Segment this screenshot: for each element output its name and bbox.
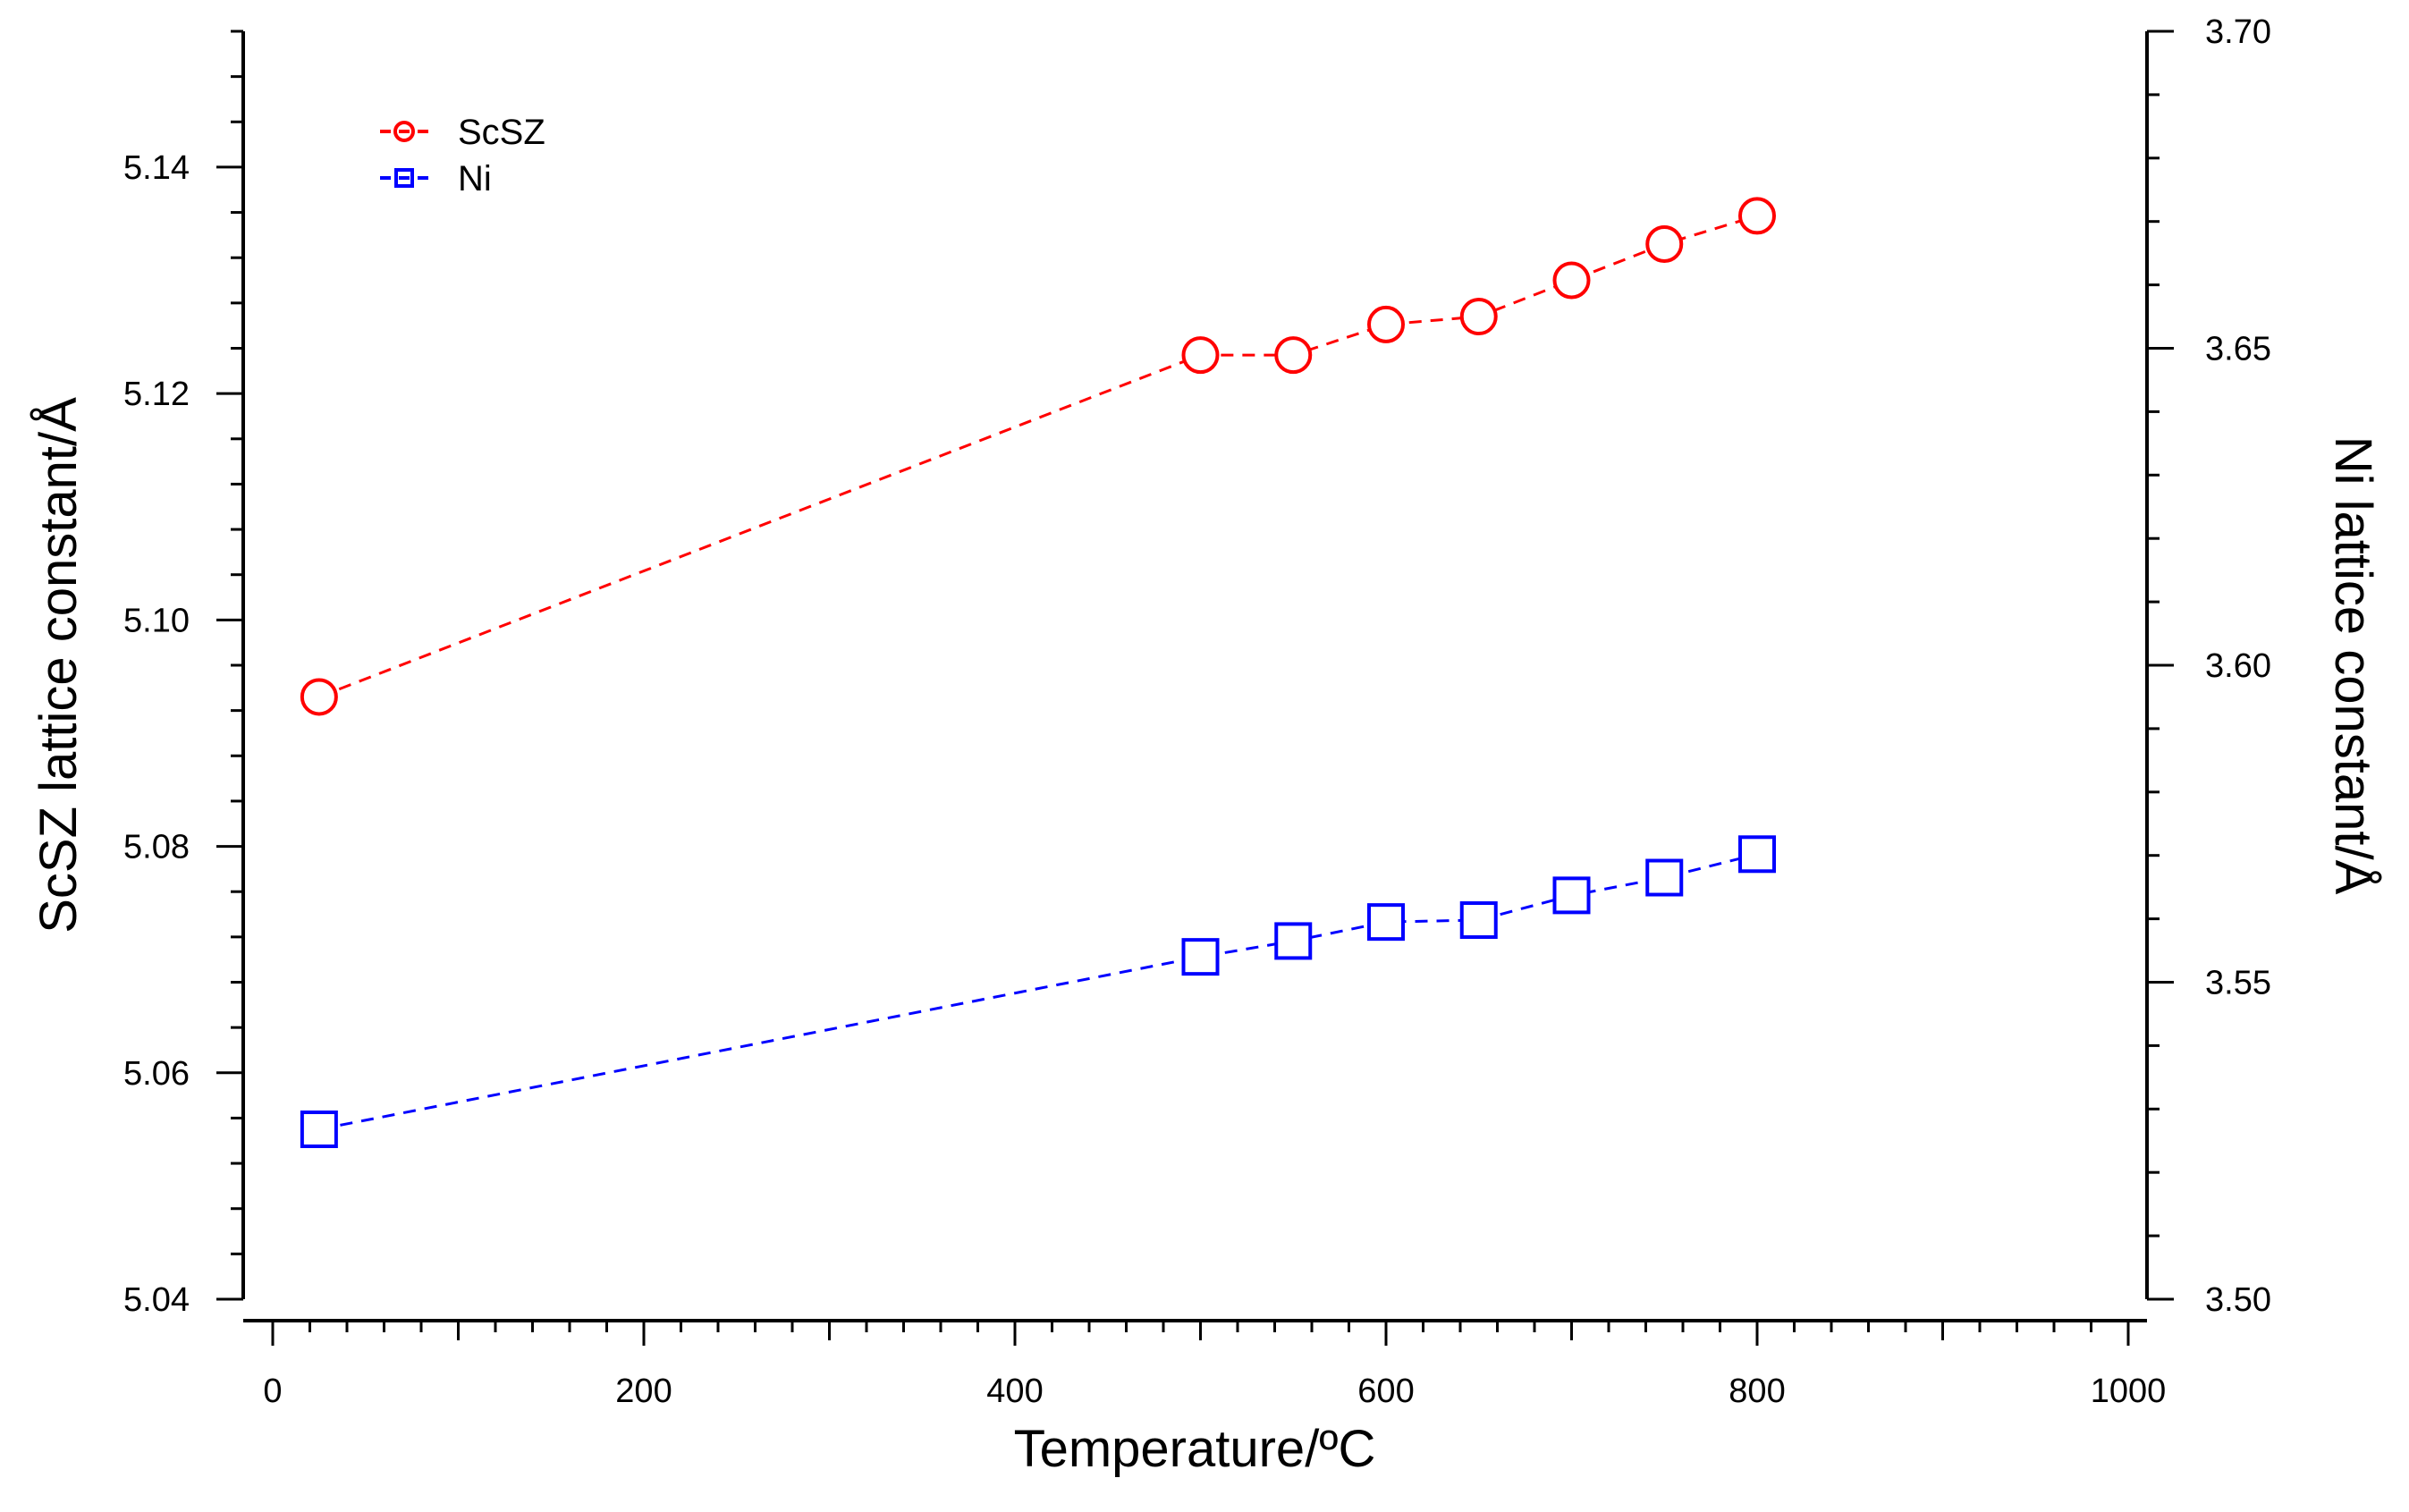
series-lines: [318, 214, 1758, 1131]
point-ni-600: [1367, 903, 1405, 942]
point-scsz-750: [1645, 225, 1684, 264]
legend: ScSZ Ni: [380, 113, 545, 199]
point-scsz-800: [1738, 197, 1776, 235]
point-ni-750: [1645, 858, 1684, 897]
x-axis-title: Temperature/ºC: [1014, 1420, 1376, 1478]
y2-axis-title: Ni lattice constant/Å: [2324, 436, 2382, 895]
y2-tick-label-3.55: 3.55: [2205, 965, 2271, 1002]
x-tick-label-200: 200: [615, 1373, 672, 1410]
legend-scsz-marker: [393, 121, 415, 142]
series-line-scsz: [318, 214, 1758, 698]
point-ni-800: [1738, 835, 1776, 874]
legend-ni-label: Ni: [458, 159, 492, 199]
y-tick-label-5.12: 5.12: [123, 376, 190, 413]
point-ni-650: [1459, 901, 1498, 940]
tick-marks: [216, 30, 2174, 1346]
point-ni-550: [1274, 922, 1313, 960]
y2-tick-label-3.70: 3.70: [2205, 13, 2271, 51]
legend-ni-marker: [394, 168, 414, 188]
y-tick-label-5.14: 5.14: [123, 149, 190, 187]
series-markers: [300, 197, 1776, 1148]
x-tick-label-1000: 1000: [2091, 1373, 2167, 1410]
point-ni-500: [1181, 938, 1220, 976]
y-tick-label-5.06: 5.06: [123, 1055, 190, 1093]
point-scsz-500: [1181, 336, 1220, 375]
point-scsz-25: [300, 678, 338, 716]
tick-labels: 0 200 400 600 800 1000 5.04 5.06 5.08 5.10 5.12 5.1…: [123, 13, 2271, 1410]
point-scsz-600: [1367, 305, 1405, 343]
x-tick-label-600: 600: [1357, 1373, 1414, 1410]
y2-tick-label-3.50: 3.50: [2205, 1281, 2271, 1319]
point-scsz-700: [1552, 261, 1591, 300]
y-tick-label-5.04: 5.04: [123, 1281, 190, 1319]
point-scsz-550: [1274, 336, 1313, 375]
point-ni-25: [300, 1110, 338, 1148]
x-tick-label-800: 800: [1729, 1373, 1785, 1410]
point-scsz-650: [1459, 298, 1498, 336]
legend-scsz-label: ScSZ: [458, 113, 545, 152]
y-tick-label-5.10: 5.10: [123, 602, 190, 639]
y2-tick-label-3.65: 3.65: [2205, 331, 2271, 368]
y-axis-title: ScSZ lattice constant/Å: [30, 397, 88, 933]
y2-tick-label-3.60: 3.60: [2205, 647, 2271, 685]
x-tick-label-400: 400: [986, 1373, 1043, 1410]
x-tick-label-0: 0: [263, 1373, 282, 1410]
y-tick-label-5.08: 5.08: [123, 829, 190, 866]
series-line-ni: [318, 852, 1758, 1131]
point-ni-700: [1552, 876, 1591, 915]
plot-frame: [241, 31, 2149, 1322]
